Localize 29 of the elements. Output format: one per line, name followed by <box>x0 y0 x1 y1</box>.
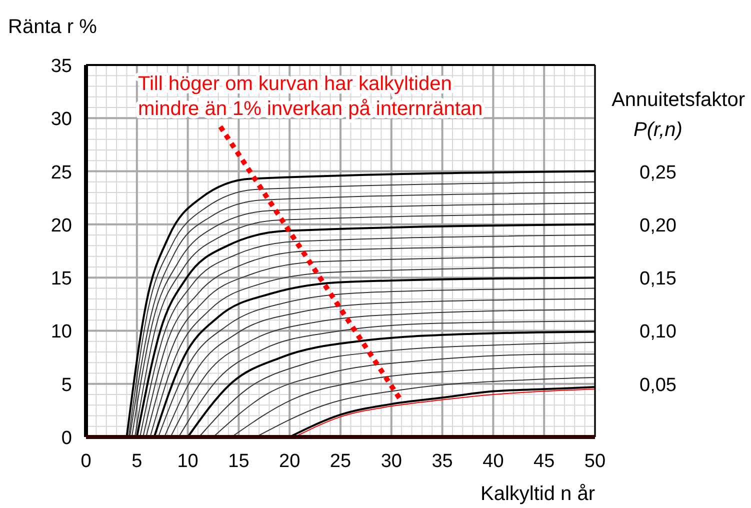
y2-tick-label: 0,20 <box>640 215 676 236</box>
y-axis-title: Ränta r % <box>8 16 98 38</box>
x-tick-label: 30 <box>380 451 402 472</box>
annotation: mindre än 1% inverkan på internräntan <box>138 98 483 120</box>
x-tick-label: 15 <box>228 451 250 472</box>
x-tick-label: 10 <box>177 451 198 472</box>
y-tick-label: 15 <box>50 268 72 290</box>
x-tick-label: 45 <box>534 451 555 472</box>
annotation: Till höger om kurvan har kalkyltiden <box>138 73 452 95</box>
y-tick-label: 35 <box>50 56 72 77</box>
y2-tick-label: 0,25 <box>640 162 676 184</box>
y-tick-label: 25 <box>50 162 72 184</box>
y2-tick-label: 0,15 <box>640 268 676 290</box>
y-tick-label: 10 <box>50 322 72 343</box>
y-tick-label: 30 <box>50 109 72 130</box>
y-tick-label: 0 <box>61 428 72 449</box>
y-tick-label: 5 <box>61 374 72 396</box>
y2-tick-label: 0,10 <box>640 322 676 343</box>
x-tick-label: 50 <box>584 451 606 472</box>
y-tick-label: 20 <box>50 215 72 236</box>
x-tick-label: 0 <box>80 451 92 472</box>
x-axis-title: Kalkyltid n år <box>480 483 596 505</box>
x-tick-label: 40 <box>482 451 504 472</box>
y2-axis-title: Annuitetsfaktor P(r,n) <box>612 89 746 141</box>
x-tick-label: 25 <box>330 451 352 472</box>
x-tick-label: 35 <box>432 451 453 472</box>
x-tick-label: 5 <box>132 451 142 472</box>
y2-tick-label: 0,05 <box>640 374 676 396</box>
x-tick-label: 20 <box>279 451 300 472</box>
